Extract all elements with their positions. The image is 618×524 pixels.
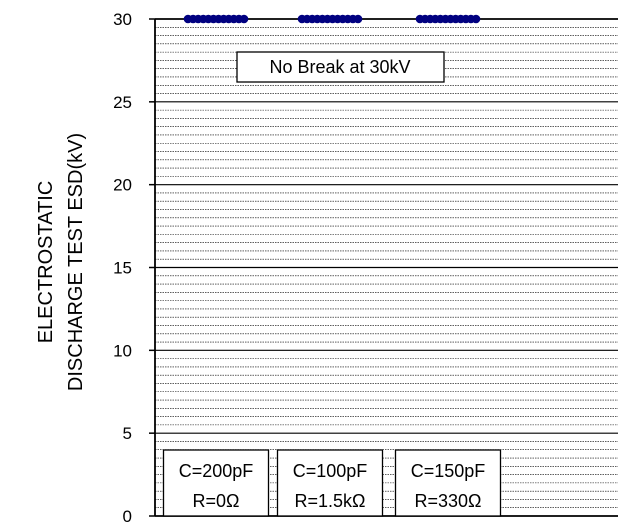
data-point bbox=[239, 14, 249, 24]
condition-labels: C=200pF R=0Ω C=100pF R=1.5kΩ C=150pF R=330Ω bbox=[162, 449, 502, 517]
y-tick-label: 10 bbox=[113, 341, 132, 360]
condition-resistance: R=330Ω bbox=[415, 491, 482, 511]
condition-resistance: R=1.5kΩ bbox=[295, 491, 366, 511]
data-point bbox=[353, 14, 363, 24]
y-axis-label: ELECTROSTATIC DISCHARGE TEST ESD(kV) bbox=[35, 133, 87, 391]
condition-capacitance: C=100pF bbox=[293, 461, 368, 481]
y-tick-label: 30 bbox=[113, 10, 132, 29]
y-tick-label: 25 bbox=[113, 93, 132, 112]
condition-capacitance: C=200pF bbox=[179, 461, 254, 481]
y-axis-title: ELECTROSTATIC DISCHARGE TEST ESD(kV) bbox=[35, 133, 87, 391]
annotation-box bbox=[236, 51, 445, 83]
y-tick-label: 15 bbox=[113, 259, 132, 278]
annotation-text: No Break at 30kV bbox=[269, 57, 410, 77]
y-tick-label: 0 bbox=[123, 507, 132, 524]
y-axis-title-line: DISCHARGE TEST ESD(kV) bbox=[65, 133, 87, 391]
y-tick-labels: 0 5 10 15 20 25 30 bbox=[113, 10, 132, 524]
condition-box bbox=[162, 449, 270, 517]
condition-box bbox=[394, 449, 502, 517]
condition-resistance: R=0Ω bbox=[193, 491, 240, 511]
gridlines bbox=[155, 26, 618, 509]
annotation: No Break at 30kV bbox=[236, 51, 445, 83]
condition-capacitance: C=150pF bbox=[411, 461, 486, 481]
y-tick-label: 5 bbox=[123, 424, 132, 443]
y-tick-label: 20 bbox=[113, 176, 132, 195]
data-points bbox=[183, 14, 481, 24]
condition-box bbox=[276, 449, 384, 517]
data-point bbox=[471, 14, 481, 24]
y-axis-title-line: ELECTROSTATIC bbox=[35, 181, 57, 344]
